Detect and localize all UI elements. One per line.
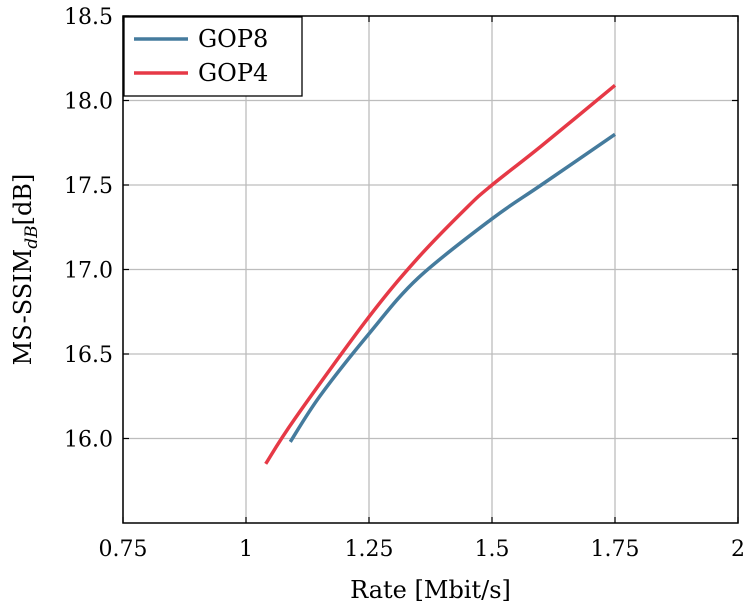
x-tick-label: 1.5 (475, 537, 510, 562)
x-tick-label: 1 (239, 537, 253, 562)
y-tick-labels: 16.0 16.5 17.0 17.5 18.0 18.5 (64, 5, 113, 453)
series-lines (264, 83, 617, 465)
x-tick-label: 2 (731, 537, 745, 562)
legend-label-gop4: GOP4 (198, 59, 268, 87)
y-axis-label: MS-SSIMdB[dB] (9, 174, 42, 366)
x-tick-labels: 0.75 1 1.25 1.5 1.75 2 (99, 537, 745, 562)
x-tick-label: 1.25 (345, 537, 394, 562)
series-line-gop8 (288, 132, 616, 443)
series-line-gop4 (264, 83, 617, 465)
y-tick-label: 16.0 (64, 428, 113, 453)
y-tick-label: 17.0 (64, 259, 113, 284)
axis-ticks (122, 15, 739, 523)
x-tick-label: 1.75 (591, 537, 640, 562)
legend-label-gop8: GOP8 (198, 25, 268, 53)
legend: GOP8 GOP4 (123, 16, 303, 97)
x-axis-label: Rate [Mbit/s] (350, 576, 511, 604)
y-axis-label-main: MS-SSIM (9, 249, 37, 366)
y-axis-label-sub: dB (22, 225, 42, 248)
y-tick-label: 18.0 (64, 90, 113, 115)
x-tick-label: 0.75 (99, 537, 148, 562)
y-tick-label: 16.5 (64, 343, 113, 368)
legend-box (123, 16, 303, 97)
y-tick-label: 17.5 (64, 174, 113, 199)
y-tick-label: 18.5 (64, 5, 113, 30)
y-axis-label-unit: [dB] (9, 174, 37, 226)
